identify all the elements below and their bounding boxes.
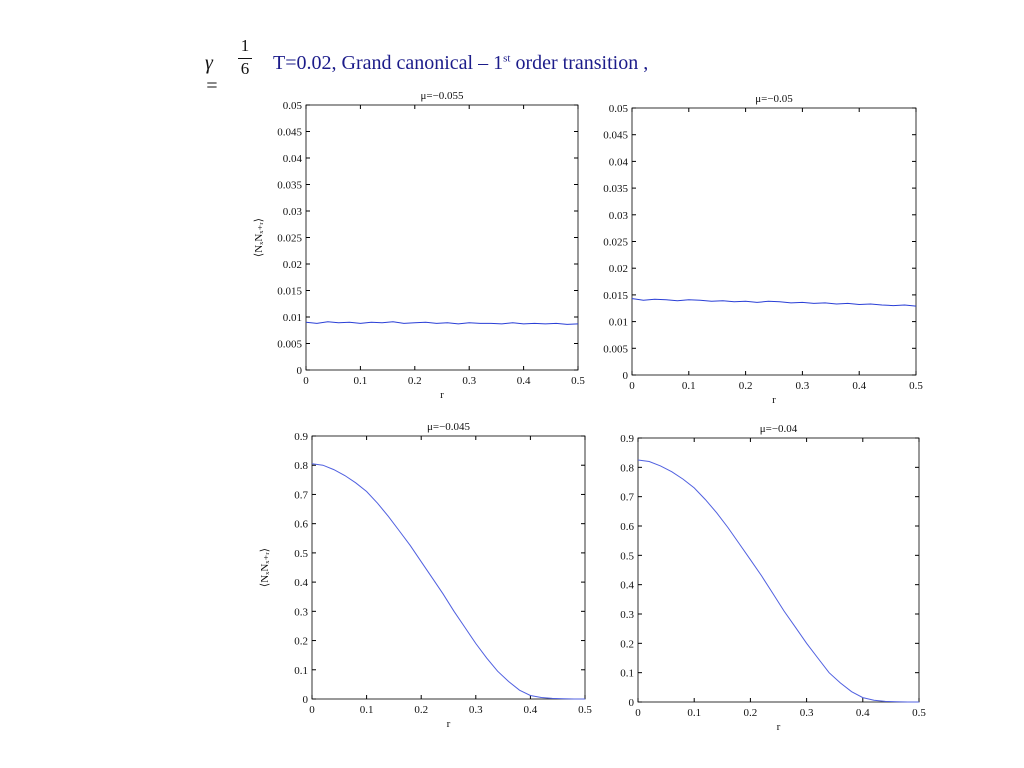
x-axis-label: r <box>772 394 776 406</box>
x-tick-label: 0 <box>629 380 635 392</box>
gamma: γ = <box>205 52 219 97</box>
y-tick-label: 0.1 <box>620 668 634 680</box>
x-tick-label: 0.1 <box>687 707 701 719</box>
y-tick-label: 0.025 <box>603 237 628 249</box>
x-tick-label: 0.3 <box>469 704 483 716</box>
y-tick-label: 0 <box>629 697 635 709</box>
y-tick-label: 0.015 <box>603 290 628 302</box>
y-tick-label: 0.4 <box>620 580 634 592</box>
text: T=0.02, Grand canonical – 1 <box>273 52 504 74</box>
plot-frame <box>311 435 586 700</box>
y-tick-label: 0.03 <box>609 210 629 222</box>
x-tick-label: 0.5 <box>571 375 585 387</box>
y-tick-label: 0.2 <box>294 636 308 648</box>
y-tick-label: 0.04 <box>609 156 629 168</box>
text-end: order transition , <box>510 52 649 74</box>
x-tick-label: 0.2 <box>744 707 758 719</box>
x-tick-label: 0 <box>635 707 641 719</box>
y-tick-label: 0.01 <box>283 312 302 324</box>
y-tick-label: 0.005 <box>603 343 628 355</box>
x-tick-label: 0 <box>303 375 309 387</box>
y-tick-label: 0.045 <box>277 127 302 139</box>
denominator: 6 <box>240 59 250 78</box>
y-tick-label: 0.8 <box>620 462 634 474</box>
x-tick-label: 0 <box>309 704 315 716</box>
y-tick-label: 0.5 <box>620 550 634 562</box>
y-tick-label: 0.05 <box>283 100 303 112</box>
data-line <box>305 321 579 325</box>
y-tick-label: 0.04 <box>283 153 303 165</box>
y-tick-label: 0.2 <box>620 638 634 650</box>
y-axis-label: ⟨NₓNₓ₊ᵣ⟩ <box>253 218 265 257</box>
y-tick-label: 0.6 <box>620 521 634 533</box>
x-tick-label: 0.3 <box>800 707 814 719</box>
y-tick-label: 0.3 <box>294 606 308 618</box>
x-tick-label: 0.4 <box>517 375 531 387</box>
chart-title: μ=−0.05 <box>755 93 793 105</box>
plot-frame <box>305 104 579 371</box>
chart-title: μ=−0.04 <box>760 423 798 435</box>
data-line <box>311 463 585 700</box>
numerator: 1 <box>238 36 252 59</box>
y-tick-label: 0.6 <box>294 519 308 531</box>
y-tick-label: 0.1 <box>294 665 308 677</box>
y-tick-label: 0 <box>623 370 629 382</box>
x-tick-label: 0.4 <box>524 704 538 716</box>
y-tick-label: 0.9 <box>620 433 634 445</box>
x-tick-label: 0.2 <box>408 375 422 387</box>
x-tick-label: 0.2 <box>414 704 428 716</box>
y-tick-label: 0.7 <box>294 489 308 501</box>
x-tick-label: 0.5 <box>912 707 926 719</box>
data-line <box>637 459 919 703</box>
x-tick-label: 0.1 <box>360 704 374 716</box>
y-tick-label: 0.5 <box>294 548 308 560</box>
y-tick-label: 0 <box>303 694 309 706</box>
y-tick-label: 0.02 <box>609 263 628 275</box>
x-tick-label: 0.1 <box>682 380 696 392</box>
x-tick-label: 0.3 <box>462 375 476 387</box>
y-tick-label: 0.05 <box>609 103 629 115</box>
y-tick-label: 0.015 <box>277 286 302 298</box>
y-tick-label: 0.025 <box>277 233 302 245</box>
y-tick-label: 0.035 <box>277 180 302 192</box>
chart-title: μ=−0.055 <box>420 90 464 102</box>
y-tick-label: 0.005 <box>277 339 302 351</box>
x-axis-label: r <box>777 721 781 733</box>
y-tick-label: 0.03 <box>283 206 303 218</box>
plot-frame <box>637 437 920 703</box>
x-axis-label: r <box>440 389 444 401</box>
y-tick-label: 0.7 <box>620 492 634 504</box>
x-tick-label: 0.3 <box>796 380 810 392</box>
y-tick-label: 0.01 <box>609 317 628 329</box>
x-tick-label: 0.4 <box>852 380 866 392</box>
data-line <box>631 298 917 307</box>
y-axis-label: ⟨NₓNₓ₊ᵣ⟩ <box>259 548 271 587</box>
y-tick-label: 0.9 <box>294 431 308 443</box>
superscript: st <box>503 52 511 65</box>
plot-frame <box>631 107 917 376</box>
y-tick-label: 0.3 <box>620 609 634 621</box>
x-tick-label: 0.2 <box>739 380 753 392</box>
y-tick-label: 0.035 <box>603 183 628 195</box>
x-tick-label: 0.1 <box>354 375 368 387</box>
x-tick-label: 0.5 <box>909 380 923 392</box>
chart-title: μ=−0.045 <box>427 421 471 433</box>
y-tick-label: 0 <box>297 365 303 377</box>
x-tick-label: 0.4 <box>856 707 870 719</box>
y-tick-label: 0.02 <box>283 259 302 271</box>
x-axis-label: r <box>447 718 451 730</box>
y-tick-label: 0.8 <box>294 460 308 472</box>
y-tick-label: 0.4 <box>294 577 308 589</box>
y-tick-label: 0.045 <box>603 130 628 142</box>
x-tick-label: 0.5 <box>578 704 592 716</box>
header-text: T=0.02, Grand canonical – 1st order tran… <box>273 52 648 75</box>
